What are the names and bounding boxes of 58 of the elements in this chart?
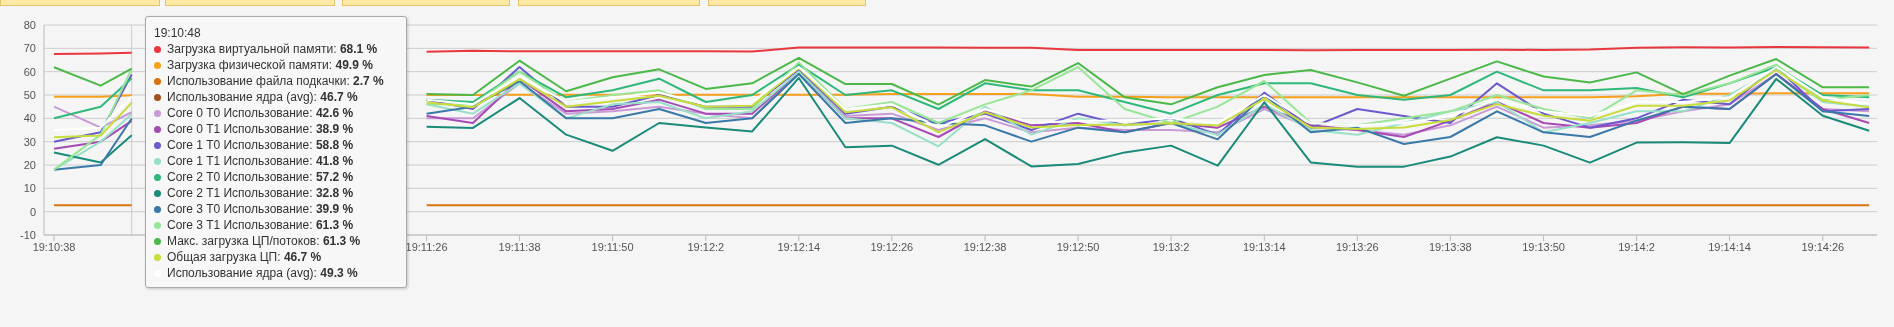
x-tick-label: 19:11:26 bbox=[405, 240, 448, 253]
annotation: 42.6 % bbox=[315, 106, 354, 120]
x-tick-label: 19:11:50 bbox=[591, 240, 634, 253]
y-tick-label: -10 bbox=[20, 228, 36, 241]
annotation: 19:10:48 bbox=[154, 25, 202, 41]
y-tick-label: 30 bbox=[23, 135, 36, 148]
y-tick-label: 50 bbox=[23, 88, 36, 101]
annotation: 58.8 % bbox=[315, 138, 354, 152]
annotation: 68.1 % bbox=[339, 42, 378, 56]
legend-label: Макс. загрузка ЦП/потоков: bbox=[167, 234, 320, 248]
x-tick-label: 19:13:50 bbox=[1522, 240, 1565, 253]
x-tick-label: 19:14:26 bbox=[1801, 240, 1845, 253]
x-tick-label: 19:12:14 bbox=[777, 240, 821, 253]
y-tick-label: 10 bbox=[23, 182, 36, 195]
annotation: 49.9 % bbox=[335, 58, 373, 72]
legend-label: Общая загрузка ЦП: bbox=[167, 250, 281, 264]
y-tick-label: 40 bbox=[23, 112, 36, 125]
x-tick-label: 19:10:38 bbox=[32, 240, 76, 253]
y-tick-label: 70 bbox=[23, 42, 36, 55]
legend-label: Core 0 T1 Использование: bbox=[167, 122, 313, 136]
x-tick-label: 19:13:14 bbox=[1242, 240, 1286, 253]
text: 46.7 % bbox=[283, 250, 322, 264]
annotation: 46.7 % bbox=[320, 90, 358, 104]
y-tick-label: 20 bbox=[23, 158, 36, 171]
annotation: 2.7 % bbox=[353, 74, 384, 88]
legend-label: Core 1 T0 Использование: bbox=[167, 138, 313, 152]
x-tick-label: 19:11:38 bbox=[498, 240, 541, 253]
annotation: 41.8 % bbox=[315, 154, 354, 168]
annotation: 38.9 % bbox=[315, 122, 354, 136]
annotation: 61.3 % bbox=[315, 218, 354, 232]
y-tick-label: 80 bbox=[23, 18, 36, 31]
legend-label: Использование ядра (avg): bbox=[167, 90, 317, 104]
legend-label: Core 0 T0 Использование: bbox=[167, 106, 313, 120]
legend-label: Core 1 T1 Использование: bbox=[167, 154, 313, 168]
y-tick-label: 0 bbox=[29, 205, 36, 218]
annotation: 32.8 % bbox=[315, 186, 354, 200]
x-tick-label: 19:14:2 bbox=[1618, 240, 1655, 253]
legend-label: Загрузка виртуальной памяти: bbox=[167, 42, 337, 56]
x-tick-label: 19:14:14 bbox=[1708, 240, 1751, 253]
legend-label: Core 2 T1 Использование: bbox=[167, 186, 313, 200]
legend-label: Использование файла подкачки: bbox=[167, 74, 350, 88]
annotation: 61.3 % bbox=[322, 234, 361, 248]
legend-label: Core 3 T0 Использование: bbox=[167, 202, 313, 216]
legend-label: Core 2 T0 Использование: bbox=[167, 170, 313, 184]
x-tick-label: 19:12:50 bbox=[1056, 240, 1100, 253]
x-tick-label: 19:13:26 bbox=[1335, 240, 1379, 253]
x-tick-label: 19:12:2 bbox=[687, 240, 725, 253]
x-tick-label: 19:13:2 bbox=[1152, 240, 1190, 253]
legend-label: Core 3 T1 Использование: bbox=[167, 218, 313, 232]
legend-label: Загрузка физической памяти: bbox=[167, 58, 333, 72]
annotation: 57.2 % bbox=[315, 170, 354, 184]
x-tick-label: 19:12:38 bbox=[963, 240, 1007, 253]
x-tick-label: 19:12:26 bbox=[870, 240, 914, 253]
text: 49.3 % bbox=[320, 266, 358, 280]
y-tick-label: 60 bbox=[23, 65, 36, 78]
x-tick-label: 19:13:38 bbox=[1428, 240, 1472, 253]
annotation: 39.9 % bbox=[315, 202, 354, 216]
legend-label: Использование ядра (avg): bbox=[167, 266, 317, 280]
